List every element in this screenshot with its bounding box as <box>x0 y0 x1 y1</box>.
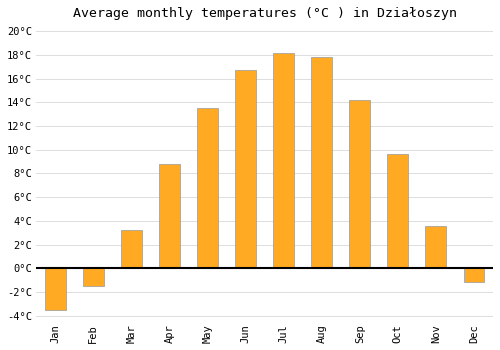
Bar <box>121 230 142 268</box>
Bar <box>388 154 408 268</box>
Bar <box>83 268 103 286</box>
Bar <box>464 268 484 282</box>
Title: Average monthly temperatures (°C ) in Działoszyn: Average monthly temperatures (°C ) in Dz… <box>72 7 456 20</box>
Bar <box>311 57 332 268</box>
Bar <box>350 100 370 268</box>
Bar <box>273 52 294 268</box>
Bar <box>44 268 66 310</box>
Bar <box>197 108 218 268</box>
Bar <box>159 164 180 268</box>
Bar <box>235 70 256 268</box>
Bar <box>426 225 446 268</box>
